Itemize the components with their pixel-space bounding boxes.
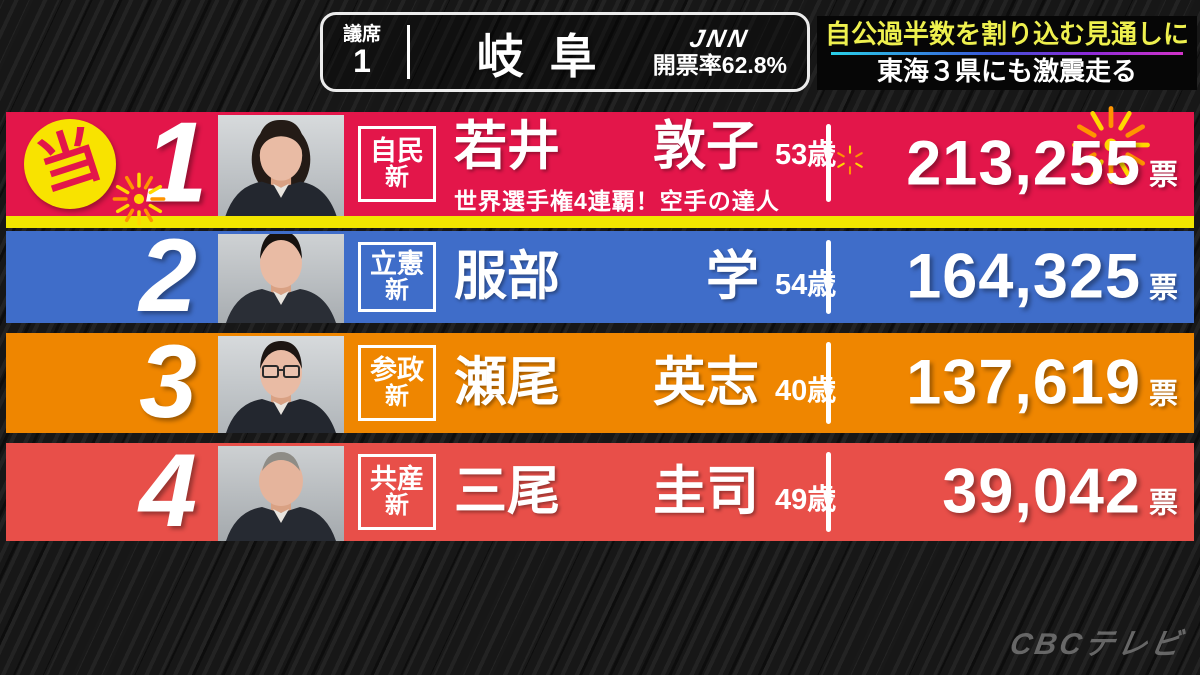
candidate-status: 新 bbox=[385, 276, 409, 304]
district-name: 岐阜 bbox=[476, 29, 623, 83]
party-box: 自民 新 bbox=[358, 126, 436, 202]
vote-count: 164,325 bbox=[906, 241, 1141, 312]
result-row-3: 3 参政 新 瀬尾 bbox=[6, 324, 1194, 441]
headline-box: 自公過半数を割り込む見通しに 東海３県にも激震走る bbox=[817, 16, 1197, 90]
family-name: 三尾 bbox=[454, 461, 560, 521]
vote-count-block: 137,619 票 bbox=[906, 347, 1178, 418]
district-header: 議席 1 岐阜 JNN 開票率62.8% bbox=[320, 12, 810, 92]
vote-unit: 票 bbox=[1148, 159, 1178, 192]
vote-count-block: 213,255 票 bbox=[906, 128, 1178, 199]
candidate-status: 新 bbox=[385, 491, 409, 519]
seat-counter: 議席 1 bbox=[343, 25, 381, 79]
given-name: 英志 bbox=[653, 352, 759, 412]
vote-unit: 票 bbox=[1148, 378, 1178, 411]
firework-icon bbox=[1072, 106, 1150, 184]
candidate-name-block: 若井 敦子 53歳 世界選手権4連覇！空手の達人 bbox=[454, 117, 836, 216]
vote-count: 213,255 bbox=[906, 128, 1141, 199]
vote-divider bbox=[826, 342, 831, 424]
candidate-photo bbox=[218, 446, 344, 541]
family-name: 服部 bbox=[454, 246, 560, 306]
seat-label: 議席 bbox=[343, 24, 382, 46]
result-row-2: 2 立憲 新 服部 学 54歳 bbox=[6, 218, 1194, 335]
vote-unit: 票 bbox=[1148, 272, 1178, 305]
turnout-rate: 開票率62.8% bbox=[652, 52, 787, 79]
party-name: 参政 bbox=[370, 354, 424, 385]
rank-number: 4 bbox=[139, 433, 197, 550]
given-name: 圭司 bbox=[653, 461, 759, 521]
header-divider bbox=[407, 25, 411, 79]
headline-line2: 東海３県にも激震走る bbox=[876, 55, 1137, 86]
result-row-4: 4 共産 新 三尾 圭司 49歳 bbox=[6, 433, 1194, 550]
given-name: 学 bbox=[706, 246, 759, 306]
candidate-status: 新 bbox=[385, 382, 409, 410]
vote-divider bbox=[826, 124, 831, 202]
candidate-photo bbox=[218, 115, 344, 216]
given-name: 敦子 bbox=[653, 117, 759, 176]
vote-divider bbox=[826, 240, 831, 314]
jnn-logo: JNN bbox=[687, 24, 753, 53]
candidate-name-block: 三尾 圭司 49歳 bbox=[454, 461, 836, 521]
candidate-status: 新 bbox=[385, 163, 409, 191]
party-name: 自民 bbox=[370, 135, 424, 166]
candidate-name-block: 瀬尾 英志 40歳 bbox=[454, 352, 836, 412]
seat-count: 1 bbox=[353, 43, 371, 80]
party-box: 参政 新 bbox=[358, 345, 436, 421]
result-row-1: 当 1 自民 bbox=[6, 99, 1194, 228]
candidate-note: 世界選手権4連覇！空手の達人 bbox=[454, 188, 780, 215]
family-name: 瀬尾 bbox=[454, 352, 560, 412]
sparkle-icon bbox=[837, 145, 863, 175]
party-name: 共産 bbox=[370, 463, 424, 494]
rank-number: 1 bbox=[144, 99, 208, 227]
party-box: 立憲 新 bbox=[358, 242, 436, 312]
network-block: JNN 開票率62.8% bbox=[652, 24, 787, 79]
headline-line1: 自公過半数を割り込む見通しに bbox=[824, 18, 1189, 49]
elected-badge-label: 当 bbox=[29, 119, 110, 205]
candidate-name-block: 服部 学 54歳 bbox=[454, 246, 836, 306]
vote-count-block: 39,042 票 bbox=[942, 456, 1178, 527]
headline-divider bbox=[831, 51, 1183, 55]
vote-count: 137,619 bbox=[906, 347, 1141, 418]
rank-number: 3 bbox=[139, 324, 197, 441]
candidate-photo bbox=[218, 336, 344, 433]
vote-divider bbox=[826, 452, 831, 532]
party-name: 立憲 bbox=[370, 248, 424, 279]
elected-badge: 当 bbox=[24, 119, 116, 209]
broadcaster-watermark: CBCテレビ bbox=[1007, 628, 1187, 661]
family-name: 若井 bbox=[454, 117, 560, 176]
firework-icon bbox=[112, 172, 166, 226]
vote-unit: 票 bbox=[1148, 487, 1178, 520]
vote-count-block: 164,325 票 bbox=[906, 241, 1178, 312]
candidate-photo bbox=[218, 234, 344, 323]
party-box: 共産 新 bbox=[358, 454, 436, 530]
rank-number: 2 bbox=[139, 218, 197, 335]
vote-count: 39,042 bbox=[942, 456, 1141, 527]
